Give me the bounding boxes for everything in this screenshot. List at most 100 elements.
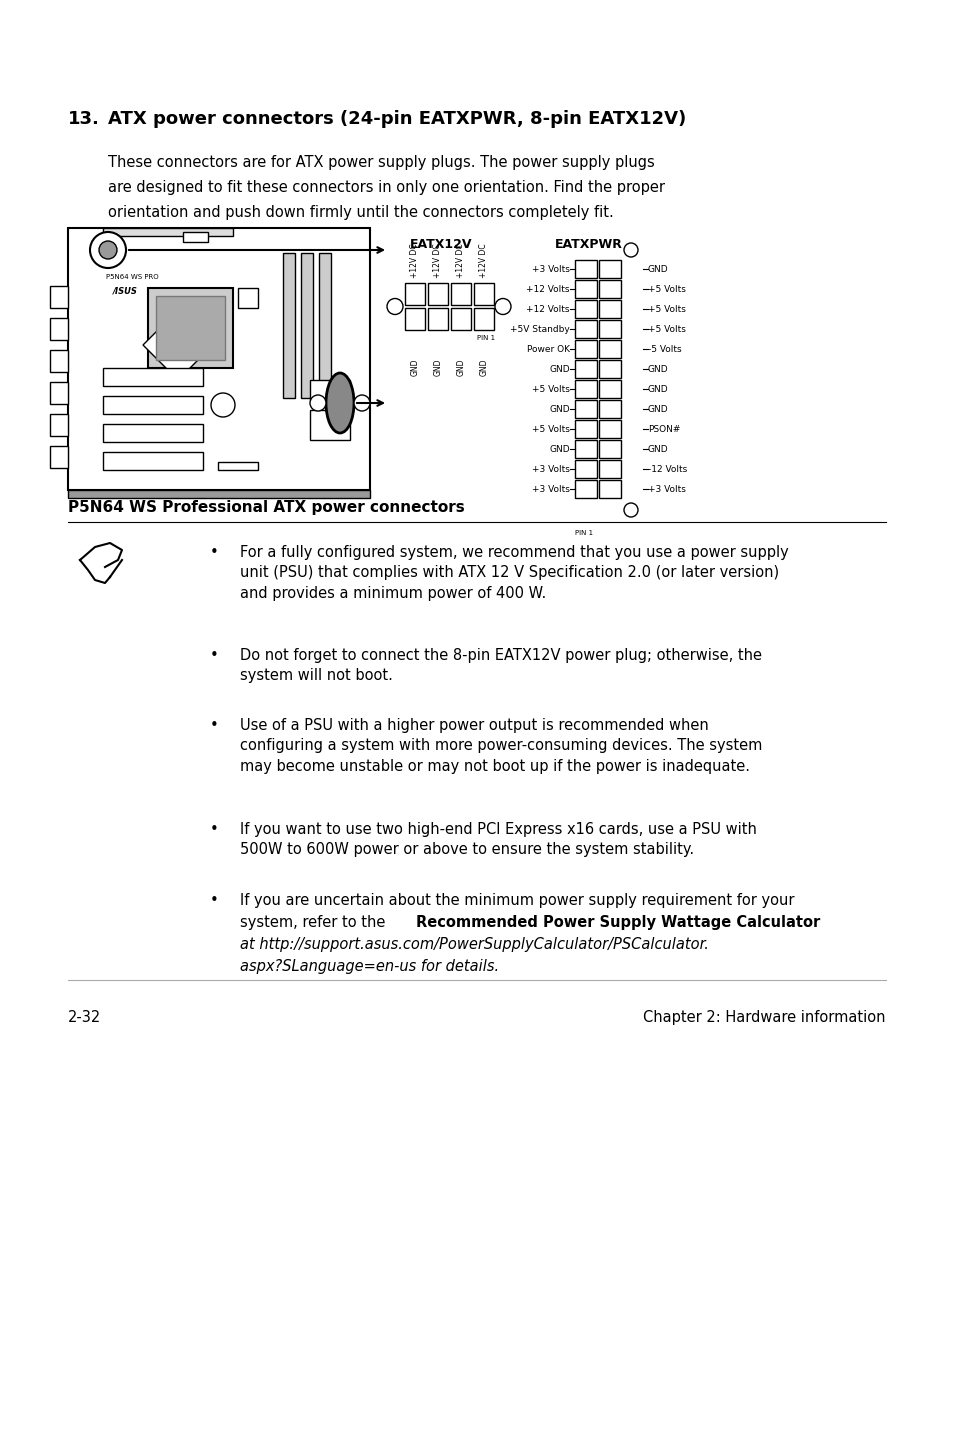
Text: /ISUS: /ISUS: [112, 286, 138, 295]
Circle shape: [310, 395, 326, 411]
Bar: [598, 321, 620, 338]
Text: -5 Volts: -5 Volts: [647, 345, 680, 354]
Text: -12 Volts: -12 Volts: [647, 464, 686, 473]
Bar: [68, 229, 370, 490]
Text: EATX12V: EATX12V: [410, 239, 472, 252]
Text: Power OK: Power OK: [526, 345, 569, 354]
Circle shape: [387, 299, 402, 315]
Text: +12 Volts: +12 Volts: [526, 285, 569, 293]
Text: GND: GND: [479, 360, 488, 377]
Bar: [301, 253, 313, 398]
Text: GND: GND: [549, 444, 569, 453]
Bar: [474, 283, 494, 305]
Text: +5 Volts: +5 Volts: [532, 384, 569, 394]
Text: GND: GND: [647, 444, 668, 453]
Bar: [598, 400, 620, 418]
Text: system, refer to the: system, refer to the: [240, 915, 390, 930]
Bar: [598, 420, 620, 439]
Text: +3 Volts: +3 Volts: [532, 464, 569, 473]
Text: GND: GND: [410, 360, 419, 377]
Text: +5V Standby: +5V Standby: [510, 325, 569, 334]
Text: +5 Volts: +5 Volts: [647, 285, 685, 293]
Text: +5 Volts: +5 Volts: [647, 325, 685, 334]
Bar: [575, 400, 597, 418]
Bar: [310, 410, 350, 440]
Bar: [318, 253, 331, 398]
Bar: [50, 318, 68, 339]
Text: 2-32: 2-32: [68, 1009, 101, 1025]
Text: GND: GND: [647, 404, 668, 414]
Text: +12V DC: +12V DC: [479, 243, 488, 278]
Circle shape: [623, 503, 638, 518]
Ellipse shape: [326, 372, 354, 433]
Text: •: •: [210, 823, 218, 837]
Bar: [598, 301, 620, 318]
Bar: [50, 383, 68, 404]
Bar: [405, 283, 424, 305]
Text: +3 Volts: +3 Volts: [532, 485, 569, 493]
Bar: [103, 452, 203, 470]
Text: +5 Volts: +5 Volts: [532, 424, 569, 433]
Bar: [68, 490, 370, 498]
Text: If you are uncertain about the minimum power supply requirement for your: If you are uncertain about the minimum p…: [240, 893, 794, 907]
Bar: [598, 260, 620, 278]
Text: •: •: [210, 545, 218, 559]
Bar: [575, 460, 597, 477]
Bar: [474, 308, 494, 329]
Bar: [575, 440, 597, 457]
Bar: [50, 286, 68, 308]
Bar: [598, 460, 620, 477]
Circle shape: [90, 232, 126, 267]
Bar: [575, 480, 597, 498]
Bar: [575, 301, 597, 318]
Bar: [598, 339, 620, 358]
Bar: [310, 380, 350, 400]
Bar: [283, 253, 294, 398]
Text: orientation and push down firmly until the connectors completely fit.: orientation and push down firmly until t…: [108, 206, 613, 220]
Text: +5 Volts: +5 Volts: [647, 305, 685, 313]
Bar: [598, 480, 620, 498]
Text: Chapter 2: Hardware information: Chapter 2: Hardware information: [643, 1009, 885, 1025]
Bar: [598, 280, 620, 298]
Bar: [575, 260, 597, 278]
Bar: [50, 414, 68, 436]
Bar: [50, 349, 68, 372]
Bar: [451, 283, 471, 305]
Text: Do not forget to connect the 8-pin EATX12V power plug; otherwise, the
system wil: Do not forget to connect the 8-pin EATX1…: [240, 649, 761, 683]
Bar: [103, 368, 203, 385]
Circle shape: [211, 393, 234, 417]
Bar: [148, 288, 233, 368]
Bar: [575, 420, 597, 439]
Bar: [103, 424, 203, 441]
Bar: [103, 229, 233, 236]
Text: PIN 1: PIN 1: [575, 531, 593, 536]
Text: at http://support.asus.com/PowerSupplyCalculator/PSCalculator.: at http://support.asus.com/PowerSupplyCa…: [240, 938, 708, 952]
Circle shape: [99, 242, 117, 259]
Bar: [598, 440, 620, 457]
Text: •: •: [210, 649, 218, 663]
Text: +12 Volts: +12 Volts: [526, 305, 569, 313]
Text: P5N64 WS Professional ATX power connectors: P5N64 WS Professional ATX power connecto…: [68, 500, 464, 515]
Bar: [575, 339, 597, 358]
Bar: [598, 360, 620, 378]
Bar: [405, 308, 424, 329]
Text: PSON#: PSON#: [647, 424, 679, 433]
Circle shape: [354, 395, 370, 411]
Bar: [575, 321, 597, 338]
Bar: [183, 232, 208, 242]
Bar: [428, 308, 448, 329]
Text: +12V DC: +12V DC: [433, 243, 442, 278]
Text: For a fully configured system, we recommend that you use a power supply
unit (PS: For a fully configured system, we recomm…: [240, 545, 788, 601]
Text: +3 Volts: +3 Volts: [532, 265, 569, 273]
Text: GND: GND: [647, 265, 668, 273]
Text: 13.: 13.: [68, 109, 100, 128]
Bar: [575, 360, 597, 378]
Bar: [218, 462, 257, 470]
Text: These connectors are for ATX power supply plugs. The power supply plugs: These connectors are for ATX power suppl…: [108, 155, 654, 170]
Bar: [428, 283, 448, 305]
Text: GND: GND: [647, 384, 668, 394]
Text: GND: GND: [549, 404, 569, 414]
Text: GND: GND: [549, 364, 569, 374]
Bar: [50, 446, 68, 467]
Text: are designed to fit these connectors in only one orientation. Find the proper: are designed to fit these connectors in …: [108, 180, 664, 196]
